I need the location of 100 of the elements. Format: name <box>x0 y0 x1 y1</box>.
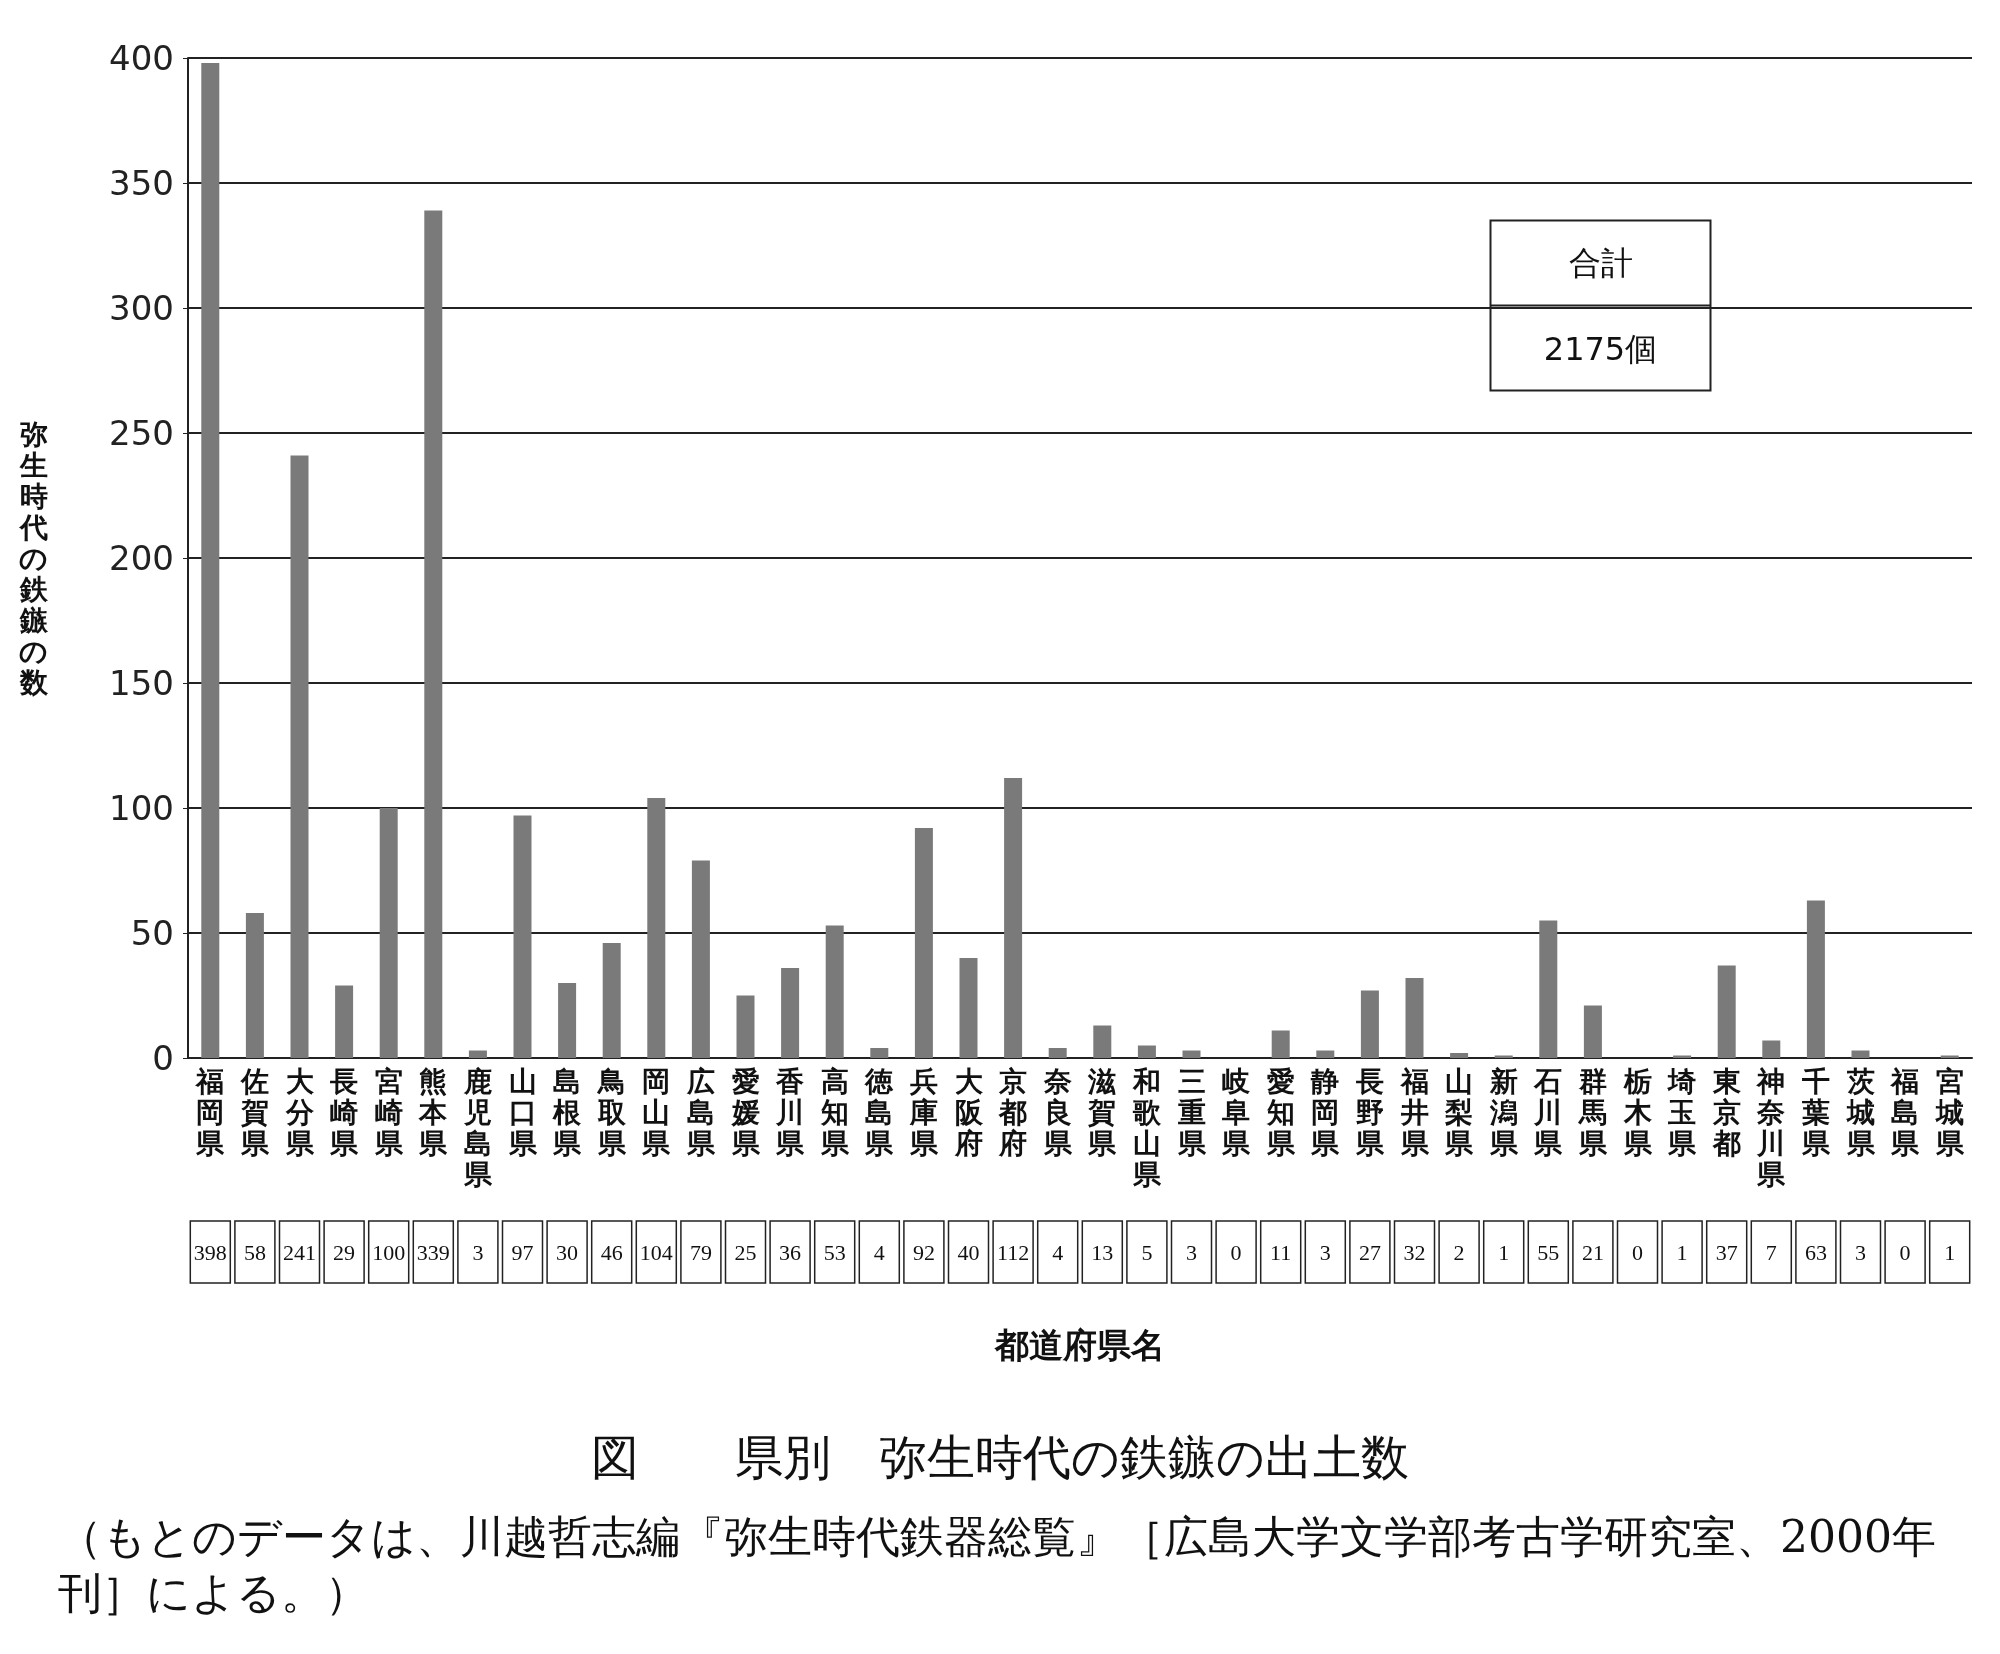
bar <box>468 1050 487 1058</box>
annotation: 合計 <box>1568 243 1633 282</box>
data-label: 40 <box>957 1239 980 1265</box>
x-tick-label: 山口県 <box>507 1065 538 1160</box>
bar <box>335 985 354 1058</box>
data-label: 63 <box>1804 1239 1827 1265</box>
bar <box>1093 1025 1112 1058</box>
data-label: 3 <box>1855 1239 1866 1265</box>
bar <box>1851 1050 1870 1058</box>
bar <box>914 828 933 1058</box>
data-label: 97 <box>511 1239 534 1265</box>
data-label: 37 <box>1715 1239 1738 1265</box>
x-tick-label: 和歌山県 <box>1131 1065 1162 1191</box>
data-label: 2 <box>1453 1239 1465 1265</box>
y-tick-label: 200 <box>109 538 174 578</box>
bar <box>379 808 398 1058</box>
bar <box>691 860 710 1058</box>
x-tick-label: 広島県 <box>685 1065 716 1160</box>
text: （もとのデータは、川越哲志編『弥生時代鉄器総覧』［広島大学文学部考古学研究室、2000年刊］による。） <box>58 1510 1936 1618</box>
y-tick-label: 400 <box>109 38 174 78</box>
x-tick-label: 群馬県 <box>1577 1065 1608 1160</box>
bar <box>201 63 220 1058</box>
data-label: 92 <box>912 1239 935 1265</box>
bar <box>245 913 264 1058</box>
data-label: 5 <box>1141 1239 1153 1265</box>
data-label: 104 <box>639 1239 673 1265</box>
data-label: 398 <box>193 1239 227 1265</box>
bar <box>290 455 309 1058</box>
bar <box>1137 1045 1156 1058</box>
x-tick-label: 愛媛県 <box>730 1065 761 1160</box>
bar <box>513 815 532 1058</box>
y-tick-label: 150 <box>109 663 174 703</box>
data-label: 13 <box>1091 1239 1114 1265</box>
x-tick-label: 宮城県 <box>1934 1065 1965 1160</box>
bar <box>1360 990 1379 1058</box>
x-tick-label: 徳島県 <box>864 1065 895 1160</box>
bar <box>1405 978 1424 1058</box>
x-tick-label: 栃木県 <box>1622 1065 1653 1160</box>
data-label: 3 <box>1319 1239 1331 1265</box>
text: 弥生時代の鉄鏃の数 <box>19 417 48 699</box>
bar <box>647 798 666 1058</box>
data-label: 79 <box>689 1239 712 1265</box>
x-tick-label: 京都府 <box>998 1065 1028 1160</box>
x-tick-label: 愛知県 <box>1265 1065 1296 1160</box>
bar <box>1316 1050 1335 1058</box>
data-label: 32 <box>1403 1239 1426 1265</box>
bar <box>870 1048 889 1058</box>
x-tick-label: 長崎県 <box>329 1065 360 1160</box>
text: 図 県別 弥生時代の鉄鏃の出土数 <box>591 1429 1409 1485</box>
data-label: 339 <box>416 1239 450 1265</box>
data-label: 36 <box>779 1239 802 1265</box>
data-label: 1 <box>1944 1239 1956 1265</box>
x-tick-label: 兵庫県 <box>908 1065 939 1160</box>
x-tick-label: 香川県 <box>775 1065 806 1160</box>
x-tick-label: 石川県 <box>1533 1065 1564 1160</box>
bar <box>781 968 800 1058</box>
x-tick-label: 滋賀県 <box>1087 1065 1118 1160</box>
bar <box>1762 1040 1781 1058</box>
x-tick-label: 福島県 <box>1889 1065 1921 1160</box>
data-label: 0 <box>1632 1239 1643 1265</box>
x-tick-label: 福岡県 <box>194 1065 226 1160</box>
data-label: 29 <box>333 1239 356 1265</box>
bar <box>736 995 755 1058</box>
data-label: 55 <box>1537 1239 1560 1265</box>
x-tick-label: 大阪府 <box>953 1065 984 1160</box>
data-label: 241 <box>283 1239 316 1265</box>
data-label: 25 <box>734 1239 757 1265</box>
data-label: 112 <box>997 1239 1030 1265</box>
data-label: 4 <box>1052 1239 1064 1265</box>
bar <box>825 925 844 1058</box>
data-label: 46 <box>600 1239 623 1265</box>
x-tick-label: 鹿児島県 <box>462 1065 493 1191</box>
bar <box>1583 1005 1602 1058</box>
data-label: 1 <box>1676 1239 1688 1265</box>
data-label: 7 <box>1765 1239 1777 1265</box>
bar <box>558 983 577 1058</box>
x-tick-label: 岡山県 <box>641 1065 672 1160</box>
data-label: 4 <box>873 1239 885 1265</box>
x-tick-label: 熊本県 <box>418 1065 449 1160</box>
bar <box>1539 920 1558 1058</box>
x-tick-label: 大分県 <box>284 1065 315 1160</box>
bar <box>1004 778 1023 1058</box>
x-tick-label: 新潟県 <box>1488 1065 1519 1160</box>
bar <box>1806 900 1825 1058</box>
bar <box>1450 1053 1469 1058</box>
x-tick-label: 東京都 <box>1711 1065 1741 1160</box>
data-label: 0 <box>1899 1239 1911 1265</box>
x-tick-label: 鳥取県 <box>595 1065 627 1160</box>
y-tick-label: 100 <box>109 788 174 828</box>
data-label: 11 <box>1270 1239 1292 1265</box>
bar <box>1271 1030 1290 1058</box>
data-label: 1 <box>1498 1239 1510 1265</box>
x-tick-label: 岐阜県 <box>1221 1065 1252 1160</box>
x-tick-label: 静岡県 <box>1310 1065 1341 1160</box>
data-label: 3 <box>472 1239 484 1265</box>
x-tick-label: 茨城県 <box>1845 1065 1876 1160</box>
bar <box>1717 965 1736 1058</box>
x-tick-label: 福井県 <box>1398 1065 1430 1160</box>
x-tick-label: 千葉県 <box>1800 1065 1831 1160</box>
x-tick-label: 高知県 <box>819 1065 850 1160</box>
